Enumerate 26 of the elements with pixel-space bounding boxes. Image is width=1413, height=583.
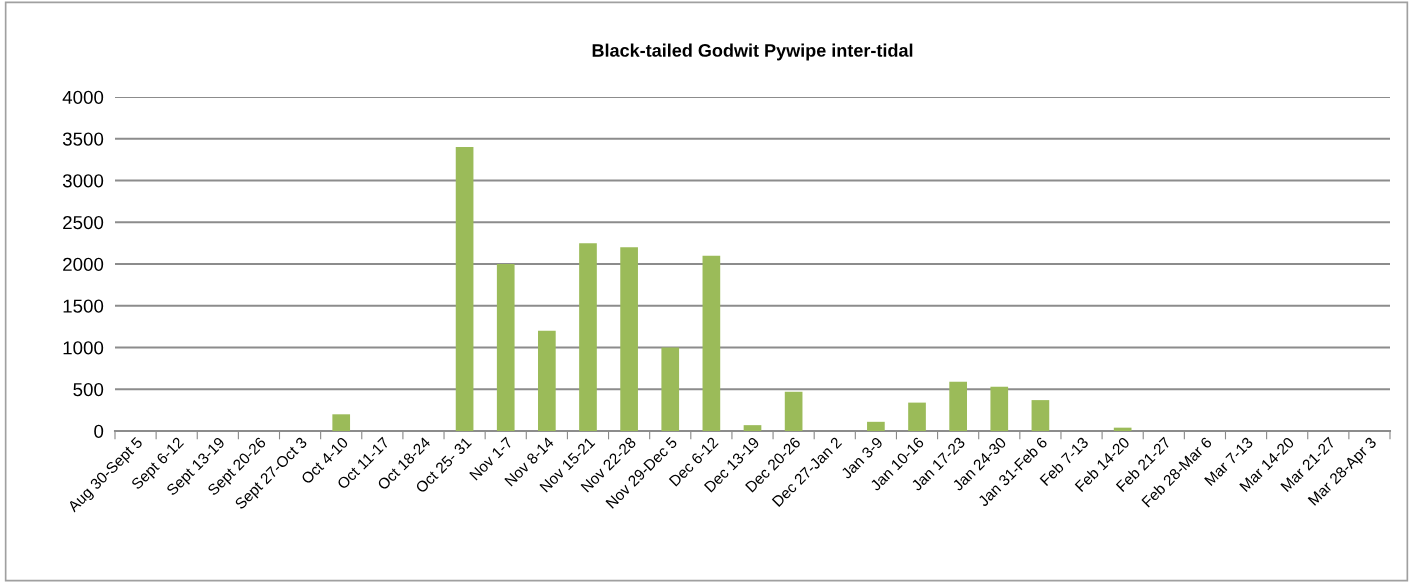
- y-tick-label: 1500: [63, 299, 104, 313]
- bar: [743, 425, 762, 431]
- y-tick-label: 3000: [62, 174, 104, 188]
- bar: [867, 421, 885, 431]
- bar: [908, 402, 926, 431]
- bar: [1113, 427, 1132, 431]
- bar: [1031, 400, 1050, 431]
- bar: [702, 255, 721, 431]
- bar: [661, 347, 680, 431]
- y-tick-label: 2000: [63, 257, 104, 271]
- bar: [620, 247, 638, 431]
- y-tick-label: 3500: [62, 132, 104, 146]
- bar: [455, 147, 474, 431]
- bar: [990, 386, 1009, 431]
- y-tick-label: 2500: [63, 215, 104, 230]
- bar: [496, 264, 515, 431]
- y-tick-label: 500: [73, 382, 104, 397]
- bar: [538, 330, 556, 431]
- y-tick-label: 0: [94, 424, 104, 438]
- y-tick-label: 1000: [63, 341, 104, 355]
- chart-title: Black-tailed Godwit Pywipe inter-tidal: [592, 43, 913, 61]
- y-tick-label: 4000: [62, 90, 104, 104]
- bar: [949, 381, 967, 431]
- bar: [784, 391, 803, 431]
- bar: [579, 243, 597, 431]
- bar: [332, 414, 351, 431]
